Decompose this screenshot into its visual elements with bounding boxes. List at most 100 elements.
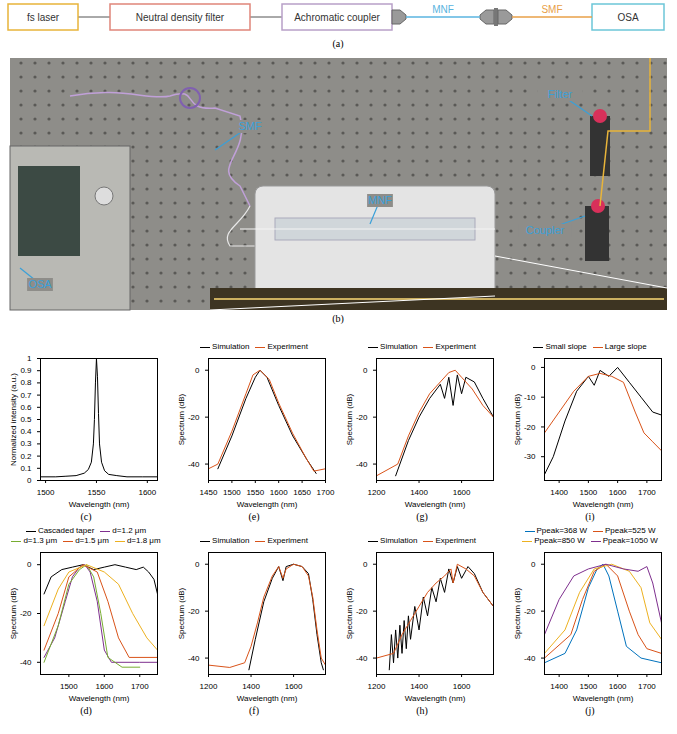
html-text:(e): (e) [248,511,260,522]
svg-text:Filter: Filter [548,88,573,100]
svg-text:1200: 1200 [200,682,218,691]
svg-text:Wavelength (nm): Wavelength (nm) [573,500,634,509]
svg-text:-10: -10 [524,393,536,402]
svg-text:0: 0 [195,560,200,569]
svg-text:1600: 1600 [453,488,471,497]
svg-text:1700: 1700 [638,488,656,497]
svg-text:-20: -20 [356,607,368,616]
svg-text:MNF: MNF [368,194,392,206]
svg-text:1500: 1500 [37,488,55,497]
svg-text:Spectrum (dB): Spectrum (dB) [345,393,354,445]
svg-text:0.2: 0.2 [20,452,32,461]
svg-text:1600: 1600 [270,488,288,497]
svg-text:1600: 1600 [95,682,113,691]
svg-text:0: 0 [27,560,32,569]
svg-text:-40: -40 [188,460,200,469]
svg-text:MNF: MNF [432,4,454,15]
html-text:(j): (j) [585,705,595,716]
svg-text:1550: 1550 [246,488,264,497]
svg-text:Spectrum (dB): Spectrum (dB) [9,587,18,639]
svg-text:0.9: 0.9 [20,366,32,375]
svg-text:0.6: 0.6 [20,403,32,412]
svg-text:Wavelength (nm): Wavelength (nm) [405,694,466,703]
svg-text:1200: 1200 [368,682,386,691]
svg-text:1600: 1600 [138,488,156,497]
html-text:Cascaded taper: Cascaded taper [37,526,95,535]
html-text:(i): (i) [585,511,595,522]
svg-text:Spectrum (dB): Spectrum (dB) [177,393,186,445]
svg-text:-20: -20 [356,413,368,422]
svg-text:Wavelength (nm): Wavelength (nm) [69,694,130,703]
svg-text:Neutral density filter: Neutral density filter [136,12,225,23]
svg-text:0: 0 [363,366,368,375]
svg-text:-40: -40 [188,654,200,663]
svg-text:1600: 1600 [609,682,627,691]
svg-text:-40: -40 [20,658,32,667]
svg-text:1: 1 [27,354,32,363]
svg-text:Coupler: Coupler [526,224,565,236]
svg-text:Wavelength (nm): Wavelength (nm) [573,694,634,703]
html-text:(g): (g) [416,511,428,522]
svg-text:0: 0 [363,560,368,569]
svg-text:-20: -20 [20,609,32,618]
svg-text:OSA: OSA [617,12,638,23]
html-text:(h): (h) [416,705,428,716]
svg-text:Spectrum (dB): Spectrum (dB) [513,587,522,639]
svg-text:-40: -40 [524,654,536,663]
svg-text:-40: -40 [356,460,368,469]
svg-text:0.5: 0.5 [20,415,32,424]
svg-text:1500: 1500 [579,682,597,691]
svg-text:1600: 1600 [285,682,303,691]
svg-text:0: 0 [531,560,536,569]
svg-text:-20: -20 [188,413,200,422]
svg-text:Spectrum (dB): Spectrum (dB) [513,393,522,445]
svg-text:-30: -30 [524,452,536,461]
svg-text:0.1: 0.1 [20,464,32,473]
svg-text:1500: 1500 [60,682,78,691]
svg-text:Wavelength (nm): Wavelength (nm) [405,500,466,509]
svg-text:Wavelength (nm): Wavelength (nm) [237,500,298,509]
svg-text:0.8: 0.8 [20,378,32,387]
svg-text:-20: -20 [524,422,536,431]
html-text:(c): (c) [80,511,92,522]
svg-text:fs laser: fs laser [27,12,60,23]
svg-text:-40: -40 [356,654,368,663]
svg-text:1450: 1450 [200,488,218,497]
svg-text:1700: 1700 [317,488,335,497]
svg-text:0: 0 [27,476,32,485]
svg-text:1400: 1400 [550,682,568,691]
svg-text:1600: 1600 [453,682,471,691]
svg-text:1500: 1500 [579,488,597,497]
svg-text:Wavelength (nm): Wavelength (nm) [237,694,298,703]
svg-text:Normalized intensity (a.u.): Normalized intensity (a.u.) [9,373,18,466]
svg-text:1550: 1550 [88,488,106,497]
svg-text:0: 0 [195,366,200,375]
svg-text:1400: 1400 [410,488,428,497]
svg-text:0.3: 0.3 [20,439,32,448]
svg-text:1400: 1400 [410,682,428,691]
svg-text:Spectrum (dB): Spectrum (dB) [345,587,354,639]
html-text:(d): (d) [80,705,92,716]
svg-text:(a): (a) [332,38,343,50]
svg-text:Achromatic coupler: Achromatic coupler [294,12,380,23]
svg-text:1600: 1600 [609,488,627,497]
svg-text:1500: 1500 [223,488,241,497]
svg-text:1400: 1400 [550,488,568,497]
svg-text:Spectrum (dB): Spectrum (dB) [177,587,186,639]
svg-text:1400: 1400 [242,682,260,691]
svg-text:OSA: OSA [28,278,52,290]
svg-text:(b): (b) [332,313,344,325]
svg-text:1650: 1650 [293,488,311,497]
svg-text:1700: 1700 [638,682,656,691]
svg-text:0.7: 0.7 [20,391,32,400]
svg-text:Wavelength (nm): Wavelength (nm) [69,500,130,509]
svg-text:-20: -20 [188,607,200,616]
svg-text:SMF: SMF [541,4,562,15]
svg-text:-20: -20 [524,607,536,616]
html-text:(f): (f) [249,705,259,716]
svg-text:0: 0 [531,363,536,372]
svg-text:0.4: 0.4 [20,427,32,436]
svg-text:1700: 1700 [131,682,149,691]
svg-text:1200: 1200 [368,488,386,497]
svg-text:SMF: SMF [238,120,262,132]
